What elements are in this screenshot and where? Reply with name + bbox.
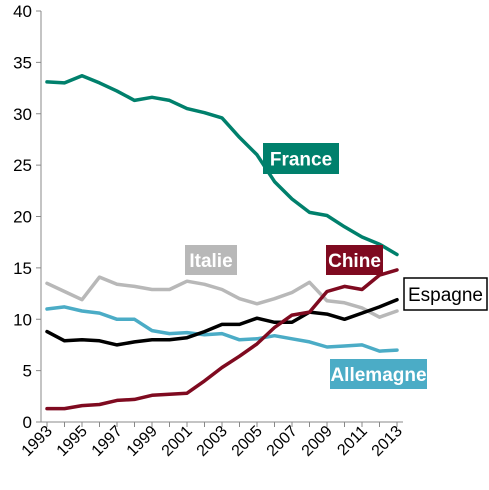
x-tick-label: 1995 [54,423,91,460]
series-label-box [403,277,488,311]
x-tick-label: 2013 [369,423,406,460]
series-label-text: Allemagne [330,365,426,386]
x-tick-label: 2001 [159,423,196,460]
series-label-box [263,143,339,174]
series-label-box [330,359,427,389]
y-tick-label: 40 [13,2,32,21]
x-tick-label: 2009 [299,423,336,460]
y-tick-label: 25 [13,156,32,175]
x-tick-label: 2011 [334,423,370,459]
series-line-italie [45,275,399,319]
y-tick-label: 20 [13,208,32,227]
y-tick-label: 30 [13,105,32,124]
x-tick-label: 2005 [229,423,266,460]
axes: 0510152025303540199319951997199920012003… [13,2,406,460]
series-label-box [326,245,383,275]
y-tick-label: 35 [13,53,32,72]
y-tick-label: 0 [23,413,32,432]
series-line-france [45,73,399,257]
y-tick-label: 15 [13,259,32,278]
series-lines [45,73,399,411]
series-label-text: France [270,150,332,171]
series-line-allemagne [45,305,399,353]
x-tick-label: 1999 [124,423,161,460]
series-label-allemagne: Allemagne [330,359,427,389]
series-label-box [185,245,237,275]
series-label-chine: Chine [326,245,383,275]
y-tick-label: 5 [23,362,32,381]
series-label-text: Italie [189,251,232,272]
series-label-espagne: Espagne [403,277,488,311]
series-labels: France Italie Chine Espagne Allemagne [185,143,488,389]
series-label-france: France [263,143,339,174]
series-label-text: Espagne [408,285,483,306]
x-tick-label: 2007 [264,423,301,460]
series-label-italie: Italie [185,245,237,275]
x-tick-label: 1997 [89,423,126,460]
x-tick-label: 2003 [194,423,231,460]
y-tick-label: 10 [13,310,32,329]
series-line-espagne [45,297,399,347]
series-line-chine [45,268,399,411]
series-label-text: Chine [328,251,381,272]
